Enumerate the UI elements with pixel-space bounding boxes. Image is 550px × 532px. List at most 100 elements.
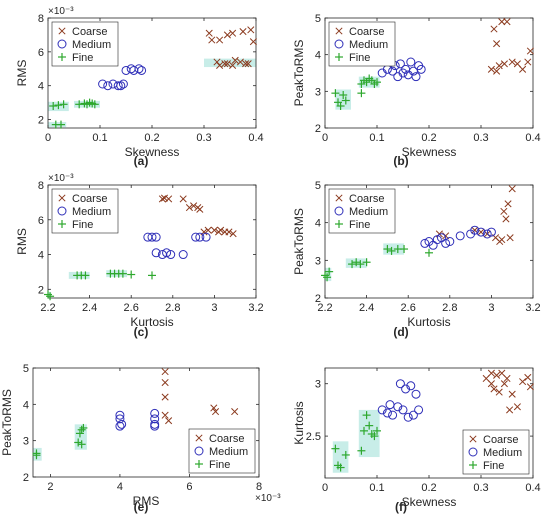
legend-label: Coarse <box>483 434 518 446</box>
data-point <box>504 200 512 208</box>
data-point <box>336 102 345 110</box>
data-point-stroke <box>508 58 516 66</box>
data-point <box>411 389 421 399</box>
x-tick-label: 2.6 <box>401 302 416 314</box>
data-point-stroke <box>492 234 500 242</box>
data-point <box>216 61 224 69</box>
data-point-stroke <box>161 378 169 387</box>
data-point <box>75 429 84 438</box>
data-point-stroke <box>500 207 508 215</box>
data-point <box>185 204 193 212</box>
data-point <box>519 378 527 386</box>
data-point <box>498 18 506 26</box>
data-point <box>339 91 348 99</box>
data-point <box>398 405 408 415</box>
data-point-stroke <box>493 371 501 379</box>
x-tick-label: 3 <box>211 302 217 314</box>
data-point-stroke <box>225 228 233 236</box>
data-point <box>161 393 169 401</box>
data-point <box>58 194 66 202</box>
legend-label: Medium <box>483 447 522 459</box>
data-point-stroke <box>490 385 498 393</box>
data-point-stroke <box>524 58 532 66</box>
data-point <box>116 81 126 91</box>
data-point <box>208 36 216 44</box>
legend-label: Fine <box>72 52 93 64</box>
data-point-stroke <box>161 393 169 401</box>
series-medium <box>377 379 424 422</box>
data-point-stroke <box>196 205 204 213</box>
data-point-stroke <box>498 18 506 26</box>
data-point <box>103 81 113 91</box>
x-axis-label: Kurtosis <box>130 315 173 329</box>
data-point <box>115 414 125 424</box>
panel-caption: (e) <box>134 500 149 514</box>
data-point <box>508 185 516 193</box>
data-point <box>526 383 534 391</box>
panel-caption: (c) <box>134 325 149 339</box>
data-point <box>500 207 508 215</box>
data-point <box>420 238 430 248</box>
data-point <box>401 384 411 394</box>
data-point <box>336 463 345 472</box>
y-tick-label: 3 <box>315 86 321 98</box>
data-point <box>365 421 374 430</box>
data-point <box>194 446 204 456</box>
data-point-stroke <box>204 226 212 234</box>
series-coarse <box>487 18 534 75</box>
y-tick-label: 2 <box>38 115 44 127</box>
y-tick-label: 3 <box>315 379 321 391</box>
data-point-stroke <box>487 380 495 388</box>
data-point <box>151 232 161 242</box>
panel-caption: (f) <box>395 500 407 514</box>
x-tick-label: 3 <box>488 302 494 314</box>
data-point-stroke <box>210 404 218 412</box>
data-point-stroke <box>442 232 450 240</box>
data-point <box>223 60 231 68</box>
x-tick-label: 0 <box>322 132 328 144</box>
data-point <box>341 96 350 105</box>
data-point-stroke <box>231 408 239 416</box>
y-tick-label: 2 <box>315 293 321 305</box>
data-point <box>81 271 90 280</box>
data-point <box>165 417 173 425</box>
plot-frame <box>32 367 260 478</box>
data-point <box>357 89 366 98</box>
data-point <box>503 374 511 383</box>
data-point <box>46 292 55 301</box>
data-point-stroke <box>519 378 527 386</box>
data-point <box>519 65 527 73</box>
data-point <box>148 271 156 280</box>
y-tick-label: 6 <box>38 47 44 59</box>
data-point <box>382 408 392 418</box>
data-point <box>115 421 125 431</box>
data-point <box>502 215 510 223</box>
x-tick-label: 0.3 <box>473 132 488 144</box>
x-tick-label: 8 <box>256 481 262 493</box>
data-point <box>377 405 387 415</box>
data-point <box>487 369 495 377</box>
series-fine <box>331 411 381 472</box>
data-point <box>229 61 237 69</box>
y-tick-label: 4 <box>315 218 321 230</box>
data-point <box>161 378 169 387</box>
series-fine <box>331 74 381 110</box>
data-point <box>229 29 237 37</box>
data-point <box>90 100 99 109</box>
data-point <box>513 60 521 68</box>
data-point <box>32 449 41 458</box>
series-medium <box>115 408 160 431</box>
legend-label: Fine <box>349 52 370 64</box>
x-tick-label: 0.2 <box>144 132 159 144</box>
data-point <box>335 53 343 61</box>
data-point-stroke <box>239 27 247 36</box>
data-point <box>383 245 392 254</box>
data-point <box>496 237 504 246</box>
data-point <box>151 248 161 258</box>
data-point-stroke <box>190 202 198 210</box>
data-point-stroke <box>335 27 343 35</box>
